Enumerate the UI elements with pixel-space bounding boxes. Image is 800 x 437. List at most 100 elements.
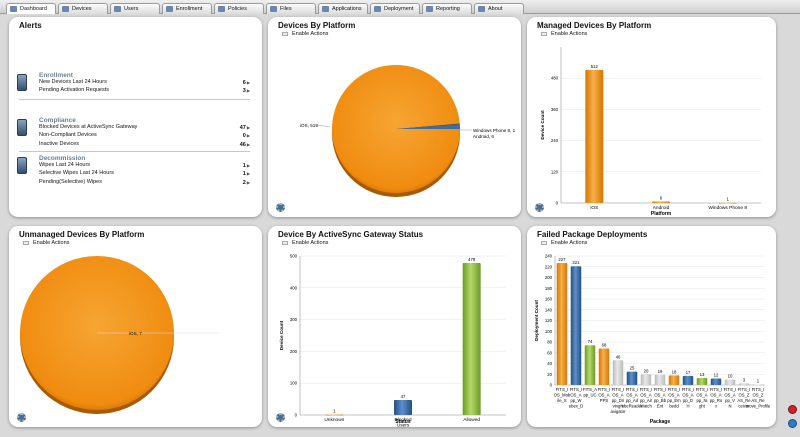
tab-devices[interactable]: Devices bbox=[58, 3, 108, 14]
y-tick-label: 0 bbox=[550, 383, 553, 388]
phone-icon bbox=[17, 74, 27, 91]
phone-icon bbox=[17, 119, 27, 136]
tab-enrollment[interactable]: Enrollment bbox=[162, 3, 212, 14]
tab-policies[interactable]: Policies bbox=[214, 3, 264, 14]
tab-icon bbox=[10, 6, 17, 12]
alert-label: Inactive Devices bbox=[39, 140, 80, 147]
alert-row[interactable]: Selective Wipes Last 24 Hours 1 bbox=[19, 170, 250, 178]
tab-label: Dashboard bbox=[20, 6, 47, 12]
y-tick-label: 60 bbox=[547, 350, 552, 355]
y-tick-label: 120 bbox=[545, 318, 553, 323]
y-tick-label: 360 bbox=[551, 107, 559, 112]
x-axis-title: Platform bbox=[651, 211, 672, 217]
y-tick-label: 40 bbox=[547, 361, 552, 366]
panel-title: Alerts bbox=[19, 21, 42, 30]
x-tick-label: pp_Ro bbox=[710, 398, 723, 403]
tab-about[interactable]: About bbox=[474, 3, 524, 14]
gear-icon[interactable] bbox=[276, 203, 285, 212]
x-tick-label: FITS_I bbox=[752, 387, 765, 392]
checkbox-icon bbox=[541, 241, 547, 245]
alert-label: Blocked Devices at ActiveSync Gateway bbox=[39, 124, 138, 130]
tab-dashboard[interactable]: Dashboard bbox=[6, 3, 56, 14]
x-tick-label: avigator bbox=[611, 409, 627, 414]
enable-actions-label: Enable Actions bbox=[551, 31, 588, 37]
data-label: 19 bbox=[658, 369, 663, 374]
enable-actions-toggle[interactable]: Enable Actions bbox=[541, 240, 587, 246]
alert-row[interactable]: Inactive Devices 46 bbox=[19, 141, 250, 149]
data-label: 512 bbox=[591, 64, 599, 69]
enable-actions-toggle[interactable]: Enable Actions bbox=[282, 240, 328, 246]
pie-slice bbox=[396, 123, 460, 129]
x-tick-label: FITS_I bbox=[570, 387, 583, 392]
tab-applications[interactable]: Applications bbox=[318, 3, 368, 14]
alert-count: 0 bbox=[243, 132, 250, 140]
x-tick-label: FITS_I bbox=[654, 387, 667, 392]
alert-label: Selective Wipes Last 24 Hours bbox=[39, 170, 114, 177]
x-tick-label: OS_A bbox=[682, 393, 693, 398]
tab-label: Enrollment bbox=[176, 6, 203, 12]
x-tick-label: OS_A bbox=[612, 393, 623, 398]
phone-icon bbox=[17, 157, 27, 174]
alert-row[interactable]: Non-Compliant Devices 0 bbox=[19, 132, 250, 140]
enable-actions-toggle[interactable]: Enable Actions bbox=[282, 31, 328, 37]
enable-actions-label: Enable Actions bbox=[292, 31, 329, 37]
unmanaged-devices-panel: Unmanaged Devices By Platform Enable Act… bbox=[9, 226, 262, 427]
x-tick-label: Android bbox=[653, 205, 670, 211]
alert-section-heading: Compliance bbox=[39, 117, 76, 124]
close-icon[interactable] bbox=[788, 405, 797, 414]
data-label: 3 bbox=[743, 377, 746, 382]
tab-reporting[interactable]: Reporting bbox=[422, 3, 472, 14]
bar bbox=[556, 262, 568, 385]
alerts-panel: Alerts Enrollment New Devices Last 24 Hou… bbox=[9, 17, 262, 217]
alert-count: 46 bbox=[240, 141, 250, 149]
tab-files[interactable]: Files bbox=[266, 3, 316, 14]
tab-deployment[interactable]: Deployment bbox=[370, 3, 420, 14]
bar bbox=[612, 360, 624, 385]
alert-row[interactable]: Pending Activation Requests 3 bbox=[19, 87, 250, 95]
bar bbox=[585, 69, 604, 203]
gear-icon[interactable] bbox=[535, 203, 544, 212]
alert-label: Pending(Selective) Wipes bbox=[39, 178, 102, 185]
y-tick-label: 120 bbox=[551, 169, 559, 174]
enable-actions-toggle[interactable]: Enable Actions bbox=[23, 240, 69, 246]
x-tick-label: H bbox=[686, 404, 689, 409]
y-tick-label: 100 bbox=[545, 329, 553, 334]
data-label: 478 bbox=[468, 257, 476, 262]
tab-icon bbox=[114, 6, 121, 12]
alert-count: 2 bbox=[243, 179, 250, 187]
x-tick-label: pp_D bbox=[683, 398, 693, 403]
alert-row[interactable]: Wipes Last 24 Hours 1 bbox=[19, 162, 250, 170]
gear-icon[interactable] bbox=[276, 413, 285, 422]
alert-section-heading: Enrollment bbox=[39, 72, 73, 79]
data-label: 1 bbox=[726, 197, 729, 202]
data-label: 221 bbox=[572, 260, 580, 265]
tab-label: Applications bbox=[332, 6, 362, 12]
alert-label: New Devices Last 24 Hours bbox=[39, 79, 107, 85]
gear-icon[interactable] bbox=[17, 413, 26, 422]
y-tick-label: 240 bbox=[551, 138, 559, 143]
refresh-icon[interactable] bbox=[788, 419, 797, 428]
x-tick-label: pp_Ni bbox=[697, 398, 708, 403]
x-tick-label: pp_UC bbox=[583, 393, 596, 398]
panel-title: Devices By Platform bbox=[278, 21, 356, 30]
x-tick-label: ceiver bbox=[738, 404, 750, 409]
data-label: 74 bbox=[588, 339, 593, 344]
alert-section-heading: Decommission bbox=[39, 155, 86, 162]
x-tick-label: FITS_I bbox=[556, 387, 569, 392]
y-axis-title: Device Count bbox=[279, 320, 284, 350]
enable-actions-toggle[interactable]: Enable Actions bbox=[541, 31, 587, 37]
x-tick-label: ile_S bbox=[557, 398, 567, 403]
data-label: 47 bbox=[401, 394, 406, 399]
alert-row[interactable]: New Devices Last 24 Hours 6 bbox=[19, 79, 250, 87]
tab-icon bbox=[478, 6, 485, 12]
alert-row[interactable]: Pending(Selective) Wipes 2 bbox=[19, 179, 250, 187]
x-tick-label: OS_A bbox=[626, 393, 637, 398]
x-tick-label: OS_A bbox=[696, 393, 707, 398]
bar bbox=[682, 375, 694, 385]
alert-row[interactable]: Blocked Devices at ActiveSync Gateway 47 bbox=[19, 124, 250, 132]
data-label: 1 bbox=[757, 378, 760, 383]
tab-users[interactable]: Users bbox=[110, 3, 160, 14]
failed-package-panel: Failed Package Deployments Enable Action… bbox=[527, 226, 776, 427]
x-tick-label: Blocked bbox=[394, 417, 411, 423]
